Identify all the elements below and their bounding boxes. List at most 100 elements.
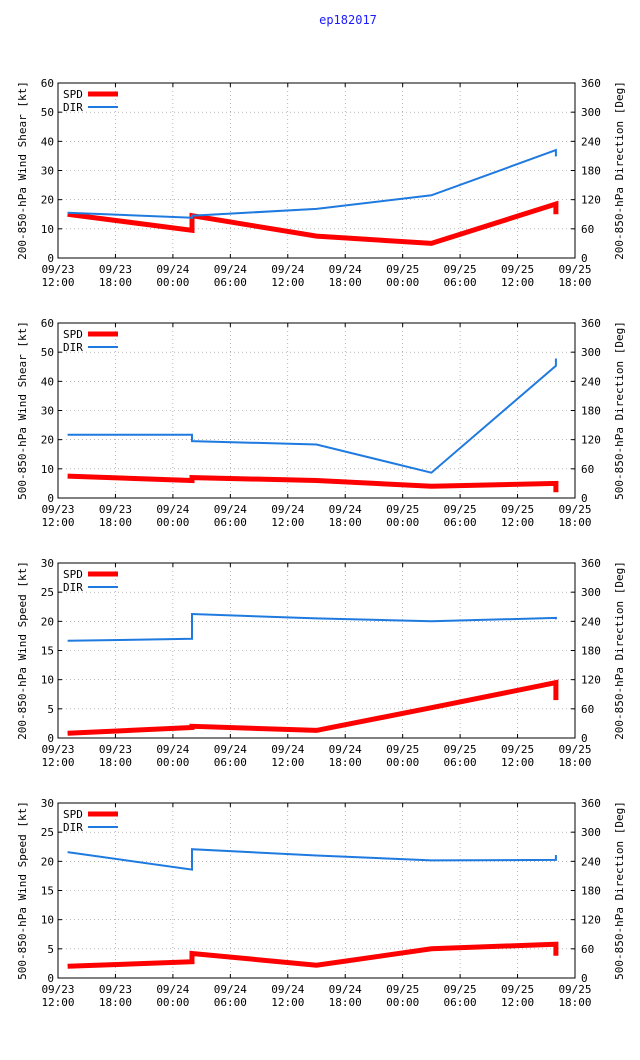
series-line-spd xyxy=(67,200,559,246)
x-tick-label: 09/25 18:00 xyxy=(558,743,591,769)
x-tick-time: 00:00 xyxy=(386,756,419,769)
x-tick-time: 12:00 xyxy=(501,756,534,769)
y2-tick-label: 300 xyxy=(581,346,601,359)
y-tick-label: 15 xyxy=(41,645,54,658)
x-tick-label: 09/24 06:00 xyxy=(214,743,247,769)
x-tick-time: 18:00 xyxy=(558,996,591,1009)
x-tick-label: 09/23 18:00 xyxy=(99,983,132,1009)
y-tick-label: 10 xyxy=(41,463,54,476)
x-tick-label: 09/25 06:00 xyxy=(444,743,477,769)
x-tick-label: 09/24 18:00 xyxy=(329,743,362,769)
x-tick-date: 09/24 xyxy=(214,263,247,276)
y2-tick-label: 180 xyxy=(581,645,601,658)
x-tick-date: 09/24 xyxy=(156,263,189,276)
y2-tick-label: 0 xyxy=(581,732,588,745)
x-tick-date: 09/24 xyxy=(156,743,189,756)
x-tick-time: 18:00 xyxy=(329,756,362,769)
plot-frame xyxy=(57,322,576,499)
x-tick-time: 12:00 xyxy=(41,516,74,529)
y2-tick-label: 60 xyxy=(581,223,594,236)
x-tick-label: 09/24 12:00 xyxy=(271,983,304,1009)
x-tick-label: 09/23 12:00 xyxy=(41,743,74,769)
x-tick-label: 09/24 18:00 xyxy=(329,503,362,529)
y2-axis-label: 500-850-hPa Direction [Deg] xyxy=(613,321,626,500)
y-axis-label: 500-850-hPa Wind Speed [kt] xyxy=(16,801,29,980)
x-tick-date: 09/24 xyxy=(271,503,304,516)
x-tick-time: 18:00 xyxy=(99,276,132,289)
legend-label-spd: SPD xyxy=(63,568,83,581)
x-tick-label: 09/25 00:00 xyxy=(386,503,419,529)
x-tick-date: 09/24 xyxy=(329,263,362,276)
x-tick-time: 18:00 xyxy=(329,996,362,1009)
x-tick-time: 18:00 xyxy=(329,516,362,529)
x-tick-date: 09/25 xyxy=(558,983,591,996)
x-tick-time: 00:00 xyxy=(386,996,419,1009)
figure-title: ep182017 xyxy=(319,13,377,27)
x-tick-label: 09/25 18:00 xyxy=(558,983,591,1009)
x-tick-time: 00:00 xyxy=(156,996,189,1009)
x-tick-time: 00:00 xyxy=(386,276,419,289)
y-tick-label: 5 xyxy=(47,943,54,956)
y2-tick-label: 60 xyxy=(581,943,594,956)
x-tick-label: 09/24 18:00 xyxy=(329,983,362,1009)
x-tick-date: 09/25 xyxy=(444,743,477,756)
y-tick-label: 60 xyxy=(41,77,54,90)
x-tick-label: 09/24 06:00 xyxy=(214,503,247,529)
y2-tick-label: 180 xyxy=(581,885,601,898)
x-tick-date: 09/23 xyxy=(99,263,132,276)
x-tick-date: 09/25 xyxy=(444,983,477,996)
y-tick-label: 20 xyxy=(41,615,54,628)
x-tick-time: 18:00 xyxy=(329,276,362,289)
x-tick-time: 12:00 xyxy=(271,756,304,769)
y-tick-label: 0 xyxy=(47,972,54,985)
y-tick-label: 40 xyxy=(41,375,54,388)
x-tick-time: 18:00 xyxy=(558,756,591,769)
x-tick-time: 18:00 xyxy=(558,516,591,529)
x-tick-date: 09/25 xyxy=(501,263,534,276)
series-line-spd xyxy=(67,941,559,969)
y-tick-label: 20 xyxy=(41,194,54,207)
y-tick-label: 25 xyxy=(41,586,54,599)
x-tick-label: 09/25 00:00 xyxy=(386,263,419,289)
x-tick-date: 09/23 xyxy=(41,743,74,756)
x-tick-time: 00:00 xyxy=(156,756,189,769)
x-tick-label: 09/25 12:00 xyxy=(501,263,534,289)
y2-axis-label: 200-850-hPa Direction [Deg] xyxy=(613,561,626,740)
x-tick-date: 09/24 xyxy=(214,503,247,516)
y2-tick-label: 120 xyxy=(581,674,601,687)
x-tick-time: 12:00 xyxy=(41,276,74,289)
x-tick-date: 09/25 xyxy=(386,503,419,516)
x-tick-date: 09/24 xyxy=(214,743,247,756)
plot-frame xyxy=(57,562,576,739)
x-tick-label: 09/25 12:00 xyxy=(501,503,534,529)
x-tick-date: 09/25 xyxy=(444,503,477,516)
x-tick-date: 09/25 xyxy=(501,503,534,516)
x-tick-date: 09/23 xyxy=(99,503,132,516)
y-tick-label: 30 xyxy=(41,557,54,570)
x-tick-label: 09/25 18:00 xyxy=(558,503,591,529)
y2-tick-label: 0 xyxy=(581,492,588,505)
y2-axis-label: 200-850-hPa Direction [Deg] xyxy=(613,81,626,260)
x-tick-time: 06:00 xyxy=(444,996,477,1009)
x-tick-label: 09/24 00:00 xyxy=(156,743,189,769)
y2-tick-label: 240 xyxy=(581,615,601,628)
x-tick-time: 06:00 xyxy=(444,516,477,529)
y2-tick-label: 180 xyxy=(581,165,601,178)
x-tick-time: 06:00 xyxy=(214,516,247,529)
x-tick-label: 09/24 12:00 xyxy=(271,503,304,529)
x-tick-date: 09/24 xyxy=(156,983,189,996)
series-line-dir xyxy=(67,848,557,871)
x-tick-time: 06:00 xyxy=(214,276,247,289)
x-tick-date: 09/25 xyxy=(501,983,534,996)
y2-tick-label: 0 xyxy=(581,972,588,985)
x-tick-time: 06:00 xyxy=(444,756,477,769)
x-tick-date: 09/24 xyxy=(271,983,304,996)
x-tick-time: 06:00 xyxy=(214,996,247,1009)
series-line-spd xyxy=(67,473,559,493)
x-tick-label: 09/24 12:00 xyxy=(271,263,304,289)
x-tick-label: 09/25 00:00 xyxy=(386,743,419,769)
x-tick-time: 12:00 xyxy=(501,996,534,1009)
